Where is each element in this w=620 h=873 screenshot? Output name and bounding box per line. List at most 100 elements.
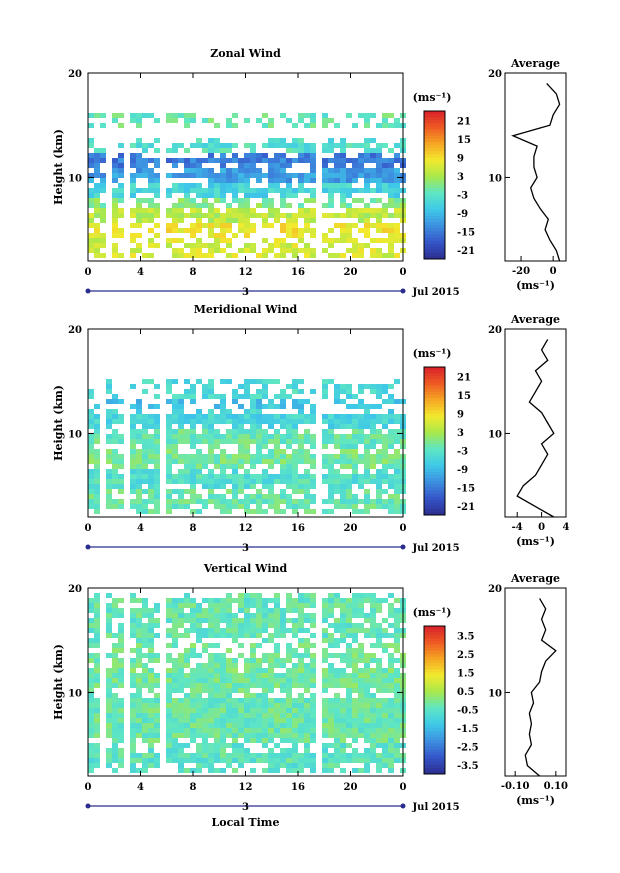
heatmap-cell bbox=[232, 723, 238, 728]
heatmap-cell bbox=[196, 449, 202, 454]
heatmap-cell bbox=[238, 643, 244, 648]
heatmap-cell bbox=[196, 238, 202, 243]
colorbar-tick-label: -3.5 bbox=[457, 761, 479, 772]
heatmap-cell bbox=[190, 603, 196, 608]
heatmap-cell bbox=[172, 208, 178, 213]
heatmap-cell bbox=[226, 253, 232, 258]
heatmap-cell bbox=[256, 253, 262, 258]
heatmap-cell bbox=[130, 113, 136, 118]
heatmap-cells bbox=[88, 593, 406, 773]
heatmap-cell bbox=[322, 743, 328, 748]
heatmap-cell bbox=[190, 673, 196, 678]
colorbar-segment bbox=[424, 172, 445, 177]
heatmap-cell bbox=[340, 233, 346, 238]
heatmap-cell bbox=[394, 504, 400, 509]
heatmap-cell bbox=[394, 494, 400, 499]
heatmap-cell bbox=[334, 748, 340, 753]
heatmap-cell bbox=[214, 494, 220, 499]
heatmap-cell bbox=[202, 608, 208, 613]
heatmap-cell bbox=[130, 424, 136, 429]
heatmap-cell bbox=[184, 188, 190, 193]
heatmap-cell bbox=[130, 703, 136, 708]
heatmap-cell bbox=[154, 429, 160, 434]
colorbar-segment bbox=[424, 481, 445, 485]
heatmap-cell bbox=[118, 673, 124, 678]
heatmap-cell bbox=[238, 208, 244, 213]
heatmap-cell bbox=[220, 173, 226, 178]
heatmap-cell bbox=[172, 238, 178, 243]
heatmap-cell bbox=[328, 758, 334, 763]
heatmap-cell bbox=[328, 414, 334, 419]
heatmap-cell bbox=[130, 459, 136, 464]
heatmap-cell bbox=[190, 738, 196, 743]
heatmap-cell bbox=[304, 743, 310, 748]
heatmap-cell bbox=[106, 454, 112, 459]
heatmap-cell bbox=[370, 213, 376, 218]
heatmap-cell bbox=[130, 763, 136, 768]
heatmap-cell bbox=[178, 198, 184, 203]
heatmap-cell bbox=[202, 118, 208, 123]
heatmap-cell bbox=[220, 228, 226, 233]
heatmap-cell bbox=[154, 489, 160, 494]
heatmap-cell bbox=[136, 138, 142, 143]
heatmap-cell bbox=[358, 643, 364, 648]
heatmap-cell bbox=[352, 723, 358, 728]
heatmap-cell bbox=[214, 173, 220, 178]
heatmap-cell bbox=[274, 643, 280, 648]
heatmap-cell bbox=[166, 658, 172, 663]
heatmap-cell bbox=[346, 113, 352, 118]
heatmap-cell bbox=[322, 673, 328, 678]
heatmap-cell bbox=[376, 223, 382, 228]
heatmap-cell bbox=[172, 223, 178, 228]
heatmap-cell bbox=[358, 454, 364, 459]
heatmap-cell bbox=[220, 753, 226, 758]
heatmap-cell bbox=[304, 123, 310, 128]
heatmap-cell bbox=[286, 753, 292, 758]
heatmap-cell bbox=[196, 768, 202, 773]
heatmap-cell bbox=[244, 593, 250, 598]
heatmap-cell bbox=[208, 429, 214, 434]
heatmap-cell bbox=[178, 733, 184, 738]
heatmap-cell bbox=[202, 633, 208, 638]
colorbar-tick-label: 0.5 bbox=[457, 687, 474, 698]
heatmap-cell bbox=[172, 459, 178, 464]
heatmap-cell bbox=[250, 168, 256, 173]
heatmap-cell bbox=[304, 603, 310, 608]
heatmap-cell bbox=[226, 623, 232, 628]
x-axis-label: Local Time bbox=[212, 816, 280, 829]
heatmap-cell bbox=[292, 668, 298, 673]
heatmap-cell bbox=[322, 173, 328, 178]
colorbar-segment bbox=[424, 459, 445, 464]
colorbar-segment bbox=[424, 166, 445, 171]
heatmap-cell bbox=[250, 434, 256, 439]
heatmap-cell bbox=[352, 768, 358, 773]
heatmap-cell bbox=[274, 459, 280, 464]
heatmap-cell bbox=[256, 213, 262, 218]
heatmap-cell bbox=[190, 414, 196, 419]
heatmap-cell bbox=[364, 693, 370, 698]
heatmap-cell bbox=[310, 118, 316, 123]
heatmap-cell bbox=[106, 384, 112, 389]
heatmap-cell bbox=[346, 419, 352, 424]
heatmap-cell bbox=[334, 173, 340, 178]
heatmap-cell bbox=[256, 758, 262, 763]
heatmap-cell bbox=[154, 163, 160, 168]
heatmap-cell bbox=[232, 113, 238, 118]
heatmap-cell bbox=[136, 768, 142, 773]
colorbar-segment bbox=[424, 181, 445, 186]
heatmap-cell bbox=[226, 688, 232, 693]
heatmap-cell bbox=[364, 723, 370, 728]
heatmap-cell bbox=[94, 673, 100, 678]
heatmap-cell bbox=[274, 763, 280, 768]
heatmap-cell bbox=[280, 623, 286, 628]
heatmap-cell bbox=[106, 474, 112, 479]
profile-y-tick-label: 10 bbox=[488, 429, 502, 440]
heatmap-cell bbox=[142, 158, 148, 163]
heatmap-cell bbox=[154, 203, 160, 208]
heatmap-cell bbox=[214, 698, 220, 703]
heatmap-cell bbox=[208, 658, 214, 663]
heatmap-cell bbox=[208, 474, 214, 479]
heatmap-cell bbox=[388, 183, 394, 188]
heatmap-cell bbox=[190, 598, 196, 603]
heatmap-cell bbox=[268, 474, 274, 479]
